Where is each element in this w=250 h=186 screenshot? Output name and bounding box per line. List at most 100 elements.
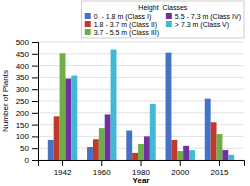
legend-swatch bbox=[166, 13, 172, 19]
tick-label: 2000 bbox=[171, 168, 189, 177]
tick: 1960 bbox=[93, 160, 111, 177]
tick: 1980 bbox=[132, 160, 150, 177]
tick-mark bbox=[32, 66, 38, 67]
legend-item: 1.8 - 3.7 m (Class II) bbox=[85, 21, 157, 29]
bar bbox=[144, 136, 150, 160]
tick-mark bbox=[32, 136, 38, 137]
tick: 150 bbox=[16, 121, 38, 130]
bar-series bbox=[60, 53, 223, 160]
bar bbox=[166, 53, 172, 160]
bar bbox=[111, 50, 117, 160]
tick-label: 0 bbox=[25, 156, 30, 165]
tick-mark bbox=[32, 77, 38, 78]
tick-mark bbox=[62, 160, 63, 166]
bar bbox=[87, 147, 93, 160]
bar bbox=[105, 114, 111, 160]
tick: 500 bbox=[16, 38, 38, 47]
grid-line bbox=[38, 42, 244, 43]
tick-mark bbox=[101, 160, 102, 166]
legend-label: 1.8 - 3.7 m (Class II) bbox=[94, 21, 157, 29]
bar bbox=[211, 122, 217, 160]
legend-label: > 7.3 m (Class V) bbox=[175, 21, 229, 29]
bar bbox=[65, 79, 71, 160]
grid-line bbox=[38, 53, 244, 54]
bar bbox=[183, 146, 189, 160]
tick: 200 bbox=[16, 109, 38, 118]
bar bbox=[48, 140, 54, 160]
y-axis: 050100150200250300350400450500 bbox=[16, 38, 39, 165]
bars bbox=[48, 50, 234, 160]
tick-label: 350 bbox=[16, 73, 30, 82]
tick: 50 bbox=[20, 144, 38, 153]
tick-label: 450 bbox=[16, 50, 30, 59]
tick-mark bbox=[32, 54, 38, 55]
axis-line bbox=[32, 43, 39, 161]
legend-title: Height Classes bbox=[138, 4, 188, 12]
tick-mark bbox=[180, 160, 181, 166]
bar bbox=[138, 144, 144, 160]
tick-mark bbox=[32, 101, 38, 102]
tick-label: 100 bbox=[16, 132, 30, 141]
bar-series bbox=[71, 50, 234, 160]
bar bbox=[222, 150, 228, 160]
legend-label: 0 - 1.8 m (Class I) bbox=[94, 13, 152, 21]
tick: 300 bbox=[16, 85, 38, 94]
tick: 100 bbox=[16, 132, 38, 141]
bar bbox=[132, 153, 138, 160]
bar bbox=[189, 150, 195, 160]
axis-line bbox=[39, 161, 245, 167]
tick-label: 150 bbox=[16, 121, 30, 130]
legend-item: 5.5 - 7.3 m (Class IV) bbox=[166, 13, 241, 21]
tick: 0 bbox=[25, 156, 38, 165]
tick: 450 bbox=[16, 50, 38, 59]
legend-swatch bbox=[85, 29, 91, 35]
tick-mark bbox=[32, 113, 38, 114]
grid-line bbox=[38, 65, 244, 66]
bar bbox=[150, 104, 156, 160]
tick-label: 1942 bbox=[54, 168, 72, 177]
x-axis: 1942 1960 1980 2000 2015 bbox=[39, 160, 245, 177]
bar bbox=[54, 116, 60, 160]
bar bbox=[171, 140, 177, 160]
tick-mark bbox=[32, 125, 38, 126]
y-axis-title: Number of Plants bbox=[1, 70, 10, 132]
grid bbox=[38, 42, 244, 160]
legend-label: 5.5 - 7.3 m (Class IV) bbox=[175, 13, 241, 21]
tick-label: 2015 bbox=[211, 168, 229, 177]
tick-mark bbox=[141, 160, 142, 166]
bar bbox=[126, 131, 132, 161]
legend-swatch bbox=[166, 21, 172, 27]
bar bbox=[93, 139, 99, 160]
bar bbox=[99, 128, 105, 160]
bar bbox=[228, 155, 234, 160]
legend: Height Classes0 - 1.8 m (Class I)1.8 - 3… bbox=[82, 1, 244, 38]
legend-swatch bbox=[85, 13, 91, 19]
legend-item: > 7.3 m (Class V) bbox=[166, 21, 229, 29]
tick-label: 500 bbox=[16, 38, 30, 47]
tick: 1942 bbox=[54, 160, 72, 177]
legend-item: 0 - 1.8 m (Class I) bbox=[85, 13, 152, 21]
tick: 2015 bbox=[211, 160, 229, 177]
tick: 250 bbox=[16, 97, 38, 106]
bar bbox=[177, 151, 183, 160]
legend-item: 3.7 - 5.5 m (Class III) bbox=[85, 29, 159, 37]
bar bbox=[217, 134, 223, 160]
tick-mark bbox=[32, 148, 38, 149]
bar-series bbox=[65, 79, 228, 160]
tick-label: 200 bbox=[16, 109, 30, 118]
tick-mark bbox=[219, 160, 220, 166]
tick-label: 50 bbox=[20, 144, 29, 153]
plot-area: 0501001502002503003504004505001942196019… bbox=[16, 38, 245, 177]
chart-svg: 0501001502002503003504004505001942196019… bbox=[0, 0, 250, 186]
legend-frame bbox=[82, 1, 244, 38]
bar-series bbox=[48, 53, 211, 160]
legend-label: 3.7 - 5.5 m (Class III) bbox=[94, 29, 159, 37]
tick: 350 bbox=[16, 73, 38, 82]
tick-label: 300 bbox=[16, 85, 30, 94]
legend-swatch bbox=[85, 21, 91, 27]
tick-mark bbox=[32, 42, 38, 43]
tick-mark bbox=[32, 89, 38, 90]
grid-line bbox=[38, 77, 244, 78]
tick: 2000 bbox=[171, 160, 189, 177]
tick-label: 1960 bbox=[93, 168, 111, 177]
